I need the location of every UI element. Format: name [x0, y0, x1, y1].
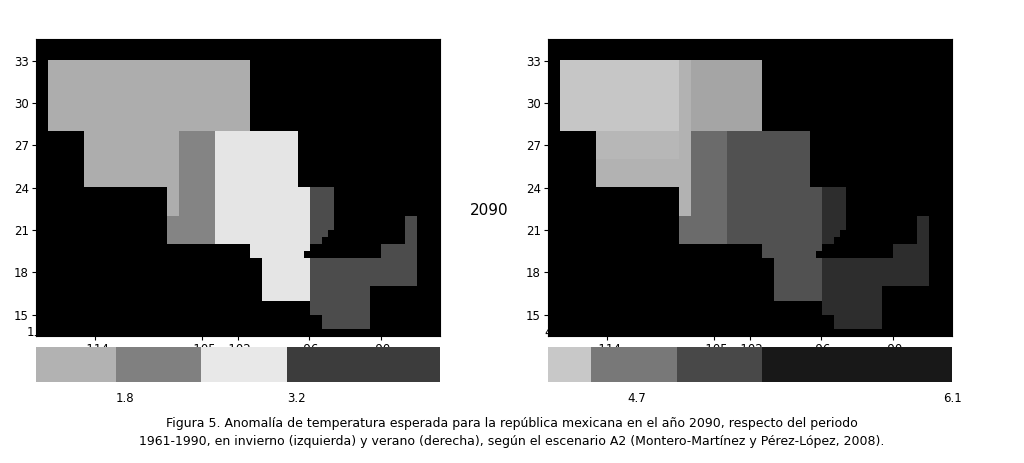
Text: 2.5: 2.5	[267, 325, 286, 338]
Text: 1.2: 1.2	[27, 325, 45, 338]
Bar	[116, 347, 202, 382]
Text: 4: 4	[544, 325, 552, 338]
Bar	[591, 347, 677, 382]
Bar	[287, 347, 440, 382]
Bar	[202, 347, 287, 382]
Bar	[548, 347, 591, 382]
Bar	[36, 347, 116, 382]
Text: 4.7: 4.7	[628, 393, 646, 406]
Text: Figura 5. Anomalía de temperatura esperada para la república mexicana en el año : Figura 5. Anomalía de temperatura espera…	[139, 418, 885, 448]
Bar	[762, 347, 952, 382]
Bar	[677, 347, 762, 382]
Text: 6.1: 6.1	[943, 393, 962, 406]
Text: 1.8: 1.8	[116, 393, 134, 406]
Text: 3.2: 3.2	[288, 393, 306, 406]
Text: 2090: 2090	[470, 203, 509, 218]
Text: 5.4: 5.4	[767, 325, 785, 338]
